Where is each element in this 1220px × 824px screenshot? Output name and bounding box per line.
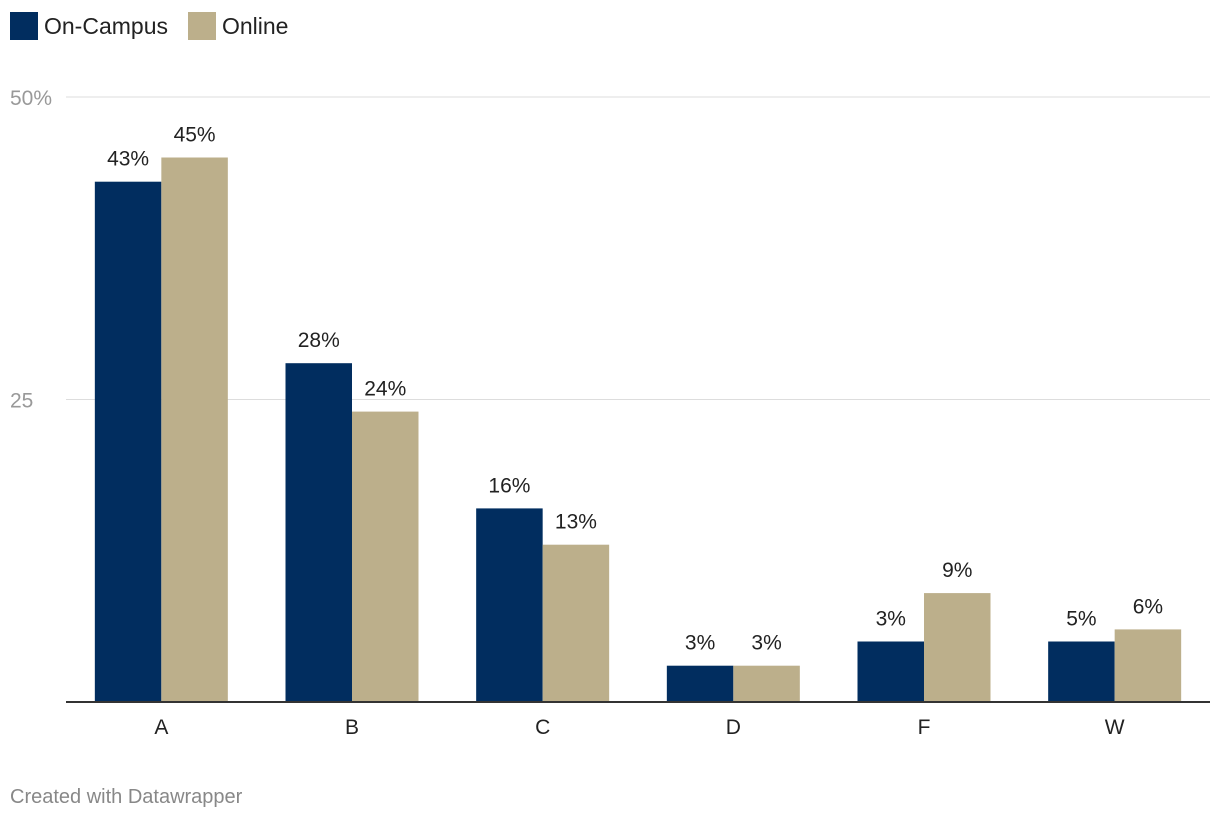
bar-b-online — [352, 411, 419, 702]
bar-c-on-campus — [476, 508, 543, 702]
bar-c-online — [542, 544, 610, 702]
legend-label-on-campus: On-Campus — [44, 12, 168, 39]
bar-b-on-campus — [285, 363, 352, 702]
legend-item-on-campus: On-Campus — [10, 12, 168, 40]
data-label-f-on-campus: 3% — [876, 608, 906, 631]
legend-label-online: Online — [221, 12, 289, 39]
data-label-d-on-campus: 3% — [685, 632, 715, 655]
y-tick-label-0: 50% — [10, 87, 52, 110]
legend-swatch-on-campus — [10, 12, 38, 40]
data-label-d-online: 3% — [751, 632, 781, 655]
x-tick-label-b: B — [345, 716, 359, 739]
x-tick-label-c: C — [535, 716, 550, 739]
data-label-a-on-campus: 43% — [107, 148, 149, 171]
data-label-w-on-campus: 5% — [1066, 608, 1096, 631]
x-tick-label-w: W — [1105, 716, 1125, 739]
data-label-c-on-campus: 16% — [488, 474, 530, 497]
data-label-c-online: 13% — [555, 511, 597, 534]
footer-credit: Created with Datawrapper — [10, 786, 243, 808]
bar-w-online — [1114, 629, 1182, 702]
bar-w-on-campus — [1048, 641, 1115, 702]
bar-a-online — [161, 157, 228, 702]
x-tick-label-a: A — [154, 716, 168, 739]
chart-legend: On-Campus Online — [10, 12, 308, 40]
x-tick-label-f: F — [918, 716, 931, 739]
data-label-f-online: 9% — [942, 559, 972, 582]
legend-item-online: Online — [187, 12, 289, 40]
bar-a-on-campus — [94, 181, 162, 702]
bar-f-online — [924, 593, 991, 702]
data-label-b-on-campus: 28% — [298, 329, 340, 352]
bar-d-on-campus — [666, 665, 734, 702]
data-label-w-online: 6% — [1133, 595, 1163, 618]
y-tick-label-1: 25 — [10, 390, 33, 413]
legend-swatch-online — [187, 12, 216, 40]
data-label-b-online: 24% — [364, 378, 406, 401]
bar-d-online — [733, 665, 800, 702]
data-label-a-online: 45% — [174, 124, 216, 147]
x-tick-label-d: D — [726, 716, 741, 739]
bar-f-on-campus — [857, 641, 924, 702]
